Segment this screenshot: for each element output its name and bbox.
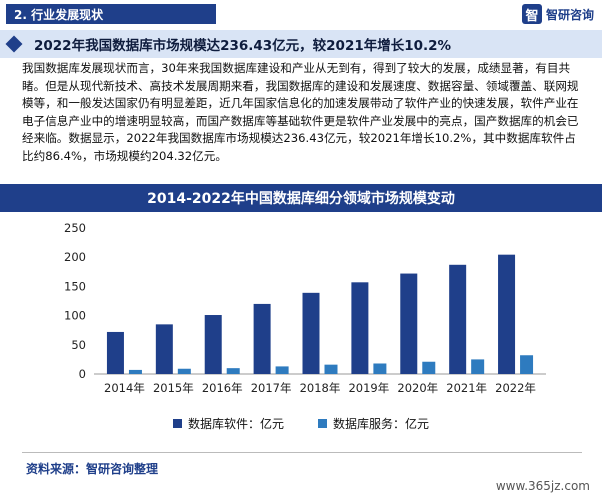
logo-icon: 智 xyxy=(521,4,542,24)
chart-title: 2014-2022年中国数据库细分领域市场规模变动 xyxy=(0,184,602,212)
y-tick-label: 200 xyxy=(64,250,86,264)
section-label: 2. 行业发展现状 xyxy=(6,4,216,24)
legend-item-software: 数据库软件：亿元 xyxy=(172,414,284,432)
x-tick-label: 2022年 xyxy=(495,381,536,395)
bar-software xyxy=(351,282,369,374)
bar-service xyxy=(177,368,191,374)
bar-chart: 0 50 100 150 200 250 2014年 2015年 2016年 2017年 2018年… xyxy=(64,221,546,395)
bar-software xyxy=(204,315,222,374)
bar-service xyxy=(275,366,289,374)
bar-software xyxy=(155,324,173,374)
y-tick-label: 100 xyxy=(64,309,86,323)
y-tick-label: 250 xyxy=(64,221,86,235)
bar-service xyxy=(520,355,534,374)
y-tick-label: 50 xyxy=(71,338,86,352)
bar-service xyxy=(471,359,485,374)
y-tick-label: 150 xyxy=(64,279,86,293)
top-bar: 2. 行业发展现状 智 智研咨询 xyxy=(0,0,602,28)
brand-logo: 智 智研咨询 xyxy=(521,3,594,25)
bar-service xyxy=(373,363,387,374)
y-tick-label: 0 xyxy=(79,367,86,381)
watermark: www.365jz.com xyxy=(491,478,594,494)
x-tick-label: 2015年 xyxy=(153,381,194,395)
legend-swatch-service xyxy=(318,418,327,428)
headline: 2022年我国数据库市场规模达236.43亿元，较2021年增长10.2% xyxy=(34,38,452,54)
x-tick-label: 2021年 xyxy=(446,381,487,395)
diamond-icon xyxy=(4,34,24,54)
bar-software xyxy=(302,292,320,374)
x-tick-label: 2017年 xyxy=(251,381,292,395)
x-tick-label: 2014年 xyxy=(104,381,145,395)
x-tick-label: 2020年 xyxy=(397,381,438,395)
legend-swatch-software xyxy=(172,418,182,428)
body-paragraph: 我国数据库发展现状而言，30年来我国数据库建设和产业从无到有，得到了较大的发展，… xyxy=(22,61,579,163)
x-tick-label: 2016年 xyxy=(202,381,243,395)
x-tick-label: 2018年 xyxy=(300,381,341,395)
legend-label-service: 数据库服务：亿元 xyxy=(333,416,430,431)
bar-software xyxy=(498,254,516,374)
x-tick-label: 2019年 xyxy=(348,381,389,395)
bar-service xyxy=(422,361,436,374)
bar-service xyxy=(324,364,338,374)
logo-text: 智研咨询 xyxy=(545,7,594,22)
legend-item-service: 数据库服务：亿元 xyxy=(318,414,429,432)
bar-service xyxy=(226,368,240,374)
legend-label-software: 数据库软件：亿元 xyxy=(187,416,284,431)
headline-bar: 2022年我国数据库市场规模达236.43亿元，较2021年增长10.2% xyxy=(0,30,602,58)
divider xyxy=(22,452,582,453)
bar-software xyxy=(253,303,271,374)
bar-service xyxy=(128,369,142,374)
source-note: 资料来源：智研咨询整理 xyxy=(26,462,159,476)
bar-software xyxy=(449,264,467,374)
chart-legend: 数据库软件：亿元 数据库服务：亿元 xyxy=(0,414,602,432)
bar-software xyxy=(106,331,124,374)
bar-software xyxy=(400,273,418,374)
